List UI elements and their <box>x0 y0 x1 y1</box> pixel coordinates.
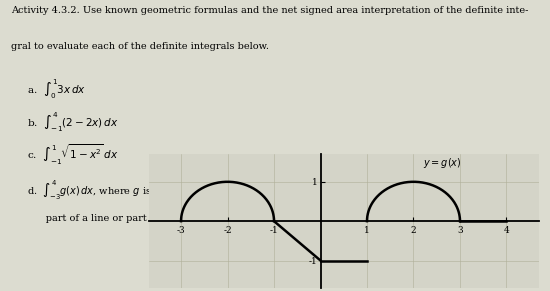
Text: c.  $\int_{-1}^{1} \sqrt{1-x^2}\,dx$: c. $\int_{-1}^{1} \sqrt{1-x^2}\,dx$ <box>28 143 119 167</box>
Text: part of a line or part of a circle.: part of a line or part of a circle. <box>28 214 202 223</box>
Text: a.  $\int_0^1 3x\,dx$: a. $\int_0^1 3x\,dx$ <box>28 77 86 101</box>
Text: gral to evaluate each of the definite integrals below.: gral to evaluate each of the definite in… <box>11 42 269 51</box>
Text: Activity 4.3.2. Use known geometric formulas and the net signed area interpretat: Activity 4.3.2. Use known geometric form… <box>11 6 529 15</box>
Text: $y = g(x)$: $y = g(x)$ <box>423 156 461 170</box>
Text: d.  $\int_{-3}^{4} g(x)\,dx$, where $g$ is the function pictured in Figure 4.3.7: d. $\int_{-3}^{4} g(x)\,dx$, where $g$ i… <box>28 179 536 202</box>
Text: b.  $\int_{-1}^{4} (2-2x)\,dx$: b. $\int_{-1}^{4} (2-2x)\,dx$ <box>28 110 119 134</box>
